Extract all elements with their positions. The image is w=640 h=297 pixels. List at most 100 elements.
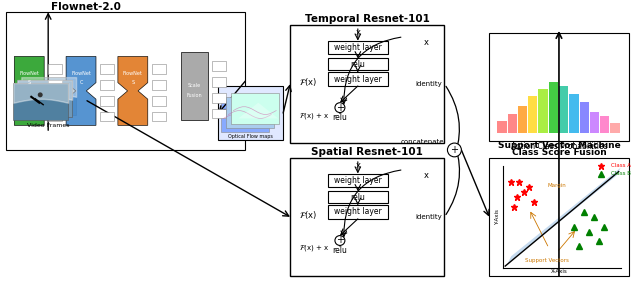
Text: Y-Axis: Y-Axis [495, 209, 500, 225]
Polygon shape [507, 168, 621, 264]
Bar [489, 158, 628, 276]
Text: relu: relu [350, 60, 365, 69]
Text: FlowNet: FlowNet [19, 71, 39, 76]
Text: Margin: Margin [548, 183, 566, 188]
Bar [13, 83, 68, 120]
Text: Support Vector Machine: Support Vector Machine [497, 140, 620, 149]
Text: Spatial Resnet-101: Spatial Resnet-101 [311, 147, 423, 157]
Text: Optical Flow maps: Optical Flow maps [228, 134, 273, 139]
Bar [580, 102, 589, 133]
Text: S: S [28, 80, 31, 85]
Text: x: x [355, 161, 360, 170]
Bar [212, 93, 227, 103]
Bar [518, 106, 527, 133]
Bar [328, 173, 388, 187]
Bar [100, 112, 114, 121]
Bar [48, 64, 62, 74]
Bar [600, 116, 609, 133]
Text: weight layer: weight layer [334, 75, 381, 83]
Bar [489, 33, 628, 141]
Bar [6, 12, 245, 150]
Bar [232, 93, 279, 124]
Bar [611, 123, 620, 133]
Bar [152, 96, 166, 106]
Bar [218, 86, 283, 140]
Text: weight layer: weight layer [334, 43, 381, 52]
Text: x: x [424, 38, 429, 47]
Bar [328, 59, 388, 70]
Bar [290, 158, 444, 276]
Bar [100, 64, 114, 74]
Bar [48, 96, 62, 106]
Bar [538, 89, 548, 133]
Text: $\mathcal{F}$(x) + x: $\mathcal{F}$(x) + x [299, 243, 329, 253]
Bar [17, 80, 72, 118]
Text: identity: identity [415, 214, 442, 220]
Text: +: + [451, 145, 458, 155]
Bar [212, 109, 227, 119]
Bar [212, 61, 227, 71]
Circle shape [447, 143, 461, 157]
Text: relu: relu [332, 246, 348, 255]
Text: x: x [424, 171, 429, 180]
Bar [152, 80, 166, 90]
Text: +: + [336, 103, 344, 113]
Bar [180, 52, 209, 120]
Circle shape [335, 103, 345, 113]
Polygon shape [234, 107, 273, 122]
Text: FlowNet: FlowNet [71, 71, 91, 76]
Bar [26, 74, 80, 112]
Text: X-Axis: X-Axis [550, 269, 567, 274]
Text: identity: identity [415, 81, 442, 87]
Text: $\mathcal{F}$(x) + x: $\mathcal{F}$(x) + x [299, 110, 329, 121]
Bar [100, 80, 114, 90]
Bar [48, 80, 62, 90]
Bar [508, 113, 517, 133]
Circle shape [38, 92, 43, 97]
Text: Support Vectors: Support Vectors [525, 258, 569, 263]
Text: weight layer: weight layer [334, 208, 381, 217]
Bar [152, 64, 166, 74]
Text: Class A: Class A [611, 163, 631, 168]
Text: weight layer: weight layer [334, 176, 381, 185]
Text: relu: relu [332, 113, 348, 122]
Polygon shape [238, 103, 278, 119]
Bar [212, 77, 227, 87]
Text: $\mathcal{F}$(x): $\mathcal{F}$(x) [299, 76, 317, 88]
Text: Fusion: Fusion [187, 93, 202, 98]
Bar [328, 191, 388, 203]
Bar [152, 112, 166, 121]
Text: +: + [336, 236, 344, 246]
Text: Action Class Probabilities: Action Class Probabilities [511, 141, 607, 151]
Polygon shape [14, 56, 44, 125]
Text: x: x [355, 28, 360, 37]
Text: $\mathcal{F}$(x): $\mathcal{F}$(x) [299, 209, 317, 221]
Text: concatenate: concatenate [401, 139, 444, 145]
Bar [48, 112, 62, 121]
Polygon shape [118, 56, 148, 125]
Text: relu: relu [350, 193, 365, 202]
Text: Video Frames: Video Frames [27, 123, 69, 128]
Bar [548, 82, 558, 133]
Text: Temporal Resnet-101: Temporal Resnet-101 [305, 14, 429, 24]
Bar [21, 77, 76, 115]
Bar [100, 96, 114, 106]
Text: FlowNet: FlowNet [123, 71, 143, 76]
Text: Flownet-2.0: Flownet-2.0 [51, 2, 121, 12]
Bar [590, 112, 599, 133]
Text: C: C [79, 80, 83, 85]
Text: Class B: Class B [611, 171, 630, 176]
Text: Class Score Fusion: Class Score Fusion [511, 148, 606, 157]
Bar [328, 41, 388, 54]
Bar [528, 96, 538, 133]
Bar [290, 25, 444, 143]
Bar [328, 72, 388, 86]
Bar [221, 101, 269, 132]
Bar [328, 205, 388, 219]
Bar [497, 121, 506, 133]
Circle shape [335, 236, 345, 245]
Text: S: S [131, 80, 134, 85]
Bar [227, 97, 274, 128]
Bar [569, 94, 579, 133]
Polygon shape [228, 110, 268, 126]
